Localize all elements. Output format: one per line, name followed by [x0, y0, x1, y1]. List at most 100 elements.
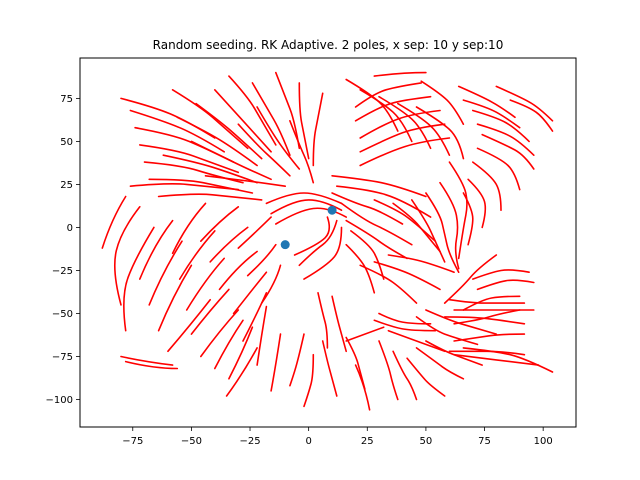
x-tick-label: −25 — [239, 436, 260, 447]
y-tick-label: −50 — [52, 309, 73, 320]
streamline-61 — [420, 80, 465, 125]
streamline-60 — [415, 106, 465, 160]
streamline-40 — [228, 75, 277, 146]
streamline-15 — [228, 326, 254, 380]
streamline-66 — [359, 123, 446, 153]
streamline-88 — [340, 202, 413, 246]
streamline-69 — [462, 99, 521, 129]
streamline-85 — [336, 185, 432, 218]
x-tick-label: −75 — [122, 436, 143, 447]
streamline-79 — [448, 161, 468, 260]
streamline-4 — [124, 360, 179, 370]
x-tick-label: 0 — [305, 436, 311, 447]
streamline-76 — [472, 161, 502, 211]
streamline-3 — [120, 355, 174, 366]
streamline-34 — [157, 193, 263, 201]
streamline-46 — [204, 175, 286, 187]
streamline-67 — [359, 137, 451, 167]
streamline-43 — [298, 82, 310, 160]
streamline-116 — [354, 364, 371, 411]
streamline-107 — [448, 298, 526, 304]
streamline-92 — [359, 264, 418, 304]
streamline-73 — [509, 99, 554, 132]
streamline-41 — [251, 82, 291, 156]
streamline-51 — [270, 199, 343, 215]
x-axis: −75 −50 −25 0 25 50 75 100 — [122, 427, 553, 447]
streamline-0 — [101, 195, 127, 249]
streamline-118 — [392, 350, 418, 401]
plot-area — [101, 71, 554, 411]
streamline-96 — [472, 269, 530, 280]
streamline-5 — [139, 219, 174, 280]
streamline-30 — [139, 144, 240, 174]
streamline-38 — [195, 102, 263, 160]
streamline-48 — [256, 106, 301, 170]
pole-point-1 — [327, 205, 337, 215]
x-tick-label: 75 — [478, 436, 491, 447]
streamline-12 — [190, 288, 230, 335]
streamline-11 — [185, 257, 225, 311]
streamline-9 — [171, 202, 207, 255]
streamline-122 — [387, 329, 446, 353]
streamline-111 — [331, 295, 347, 353]
streamline-20 — [242, 292, 268, 342]
streamline-42 — [275, 71, 301, 150]
streamline-97 — [476, 279, 535, 291]
y-tick-label: −25 — [52, 266, 73, 277]
streamline-70 — [472, 109, 530, 143]
streamline-13 — [200, 309, 240, 358]
streamline-74 — [495, 85, 554, 122]
streamline-80 — [439, 181, 460, 270]
streamline-62 — [373, 71, 427, 77]
streamline-115 — [345, 326, 385, 342]
streamline-19 — [232, 271, 268, 315]
streamline-6 — [148, 240, 183, 306]
streamline-105 — [443, 316, 526, 325]
streamline-25 — [246, 243, 277, 277]
streamline-18 — [218, 250, 258, 291]
streamline-100 — [453, 333, 526, 342]
streamline-53 — [298, 219, 338, 267]
streamline-26 — [260, 264, 282, 304]
streamline-23 — [270, 333, 282, 392]
pole-point-0 — [280, 240, 290, 250]
streamline-64 — [354, 95, 432, 122]
streamline-72 — [481, 133, 535, 170]
streamline-21 — [256, 305, 268, 366]
streamline-81 — [425, 192, 460, 273]
y-tick-label: 75 — [60, 94, 73, 105]
y-tick-label: 25 — [60, 180, 73, 191]
streamline-110 — [415, 316, 479, 346]
streamline-95 — [443, 254, 498, 304]
y-tick-label: 0 — [67, 223, 73, 234]
streamline-117 — [378, 340, 399, 401]
streamline-2 — [123, 226, 155, 332]
streamline-112 — [317, 292, 329, 349]
streamline-54 — [293, 216, 331, 256]
streamline-50 — [265, 192, 343, 205]
streamline-1 — [114, 206, 141, 306]
streamline-89 — [345, 219, 408, 260]
axes-frame — [79, 57, 577, 428]
streamline-124 — [289, 333, 305, 387]
y-tick-label: −100 — [46, 395, 73, 406]
streamline-14 — [214, 319, 244, 370]
streamline-114 — [321, 340, 338, 397]
chart-title: Random seeding. RK Adaptive. 2 poles, x … — [153, 38, 504, 52]
streamline-106 — [425, 309, 498, 335]
streamline-45 — [190, 140, 272, 181]
streamline-77 — [467, 178, 487, 229]
x-tick-label: 50 — [420, 436, 433, 447]
streamline-68 — [457, 85, 516, 119]
streamline-99 — [453, 309, 521, 325]
streamline-55 — [303, 226, 343, 280]
streamline-93 — [373, 261, 441, 291]
streamline-94 — [387, 254, 455, 273]
streamline-123 — [303, 353, 315, 408]
streamline-108 — [378, 312, 432, 325]
streamline-49 — [289, 120, 315, 184]
x-tick-label: 100 — [534, 436, 553, 447]
streamline-47 — [237, 123, 291, 177]
x-tick-label: 25 — [361, 436, 374, 447]
